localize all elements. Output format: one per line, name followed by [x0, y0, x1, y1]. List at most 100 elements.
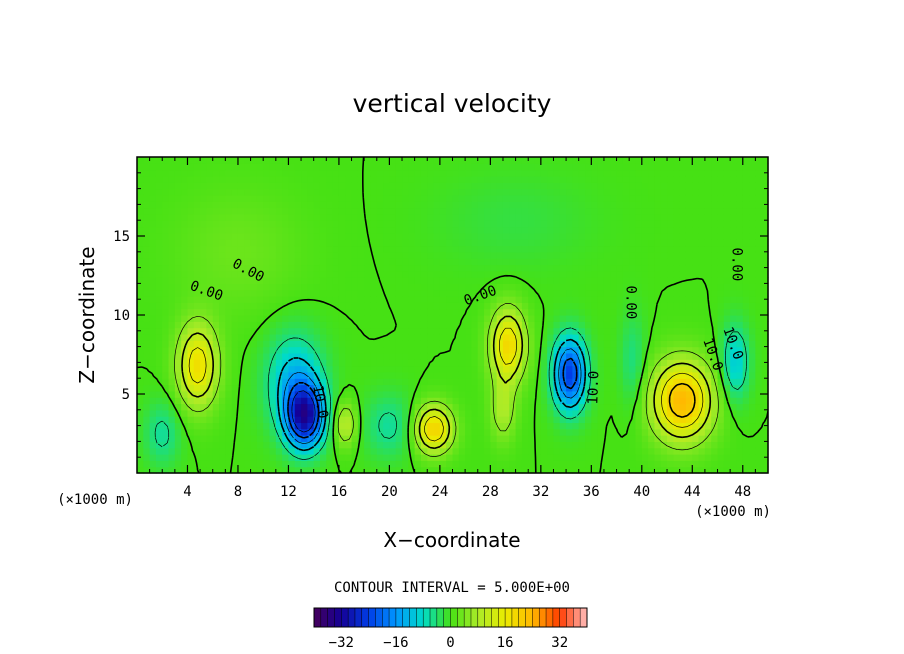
heat-cell [326, 371, 334, 379]
heat-cell [301, 435, 308, 442]
heat-cell [547, 371, 555, 379]
heat-cell [742, 175, 750, 183]
heat-cell [622, 163, 630, 171]
heat-cell [704, 447, 712, 455]
heat-cell [351, 175, 359, 183]
heat-cell [730, 226, 738, 234]
heat-cell [200, 321, 208, 329]
heat-cell [313, 296, 321, 303]
heat-cell [446, 264, 454, 272]
heat-cell [553, 283, 561, 291]
heat-cell [566, 251, 573, 259]
heat-cell [648, 251, 656, 259]
heat-cell [187, 194, 195, 202]
heat-cell [635, 397, 643, 405]
heat-cell [610, 422, 618, 430]
heat-cell [162, 163, 170, 171]
heat-cell [427, 251, 435, 259]
heat-cell [484, 454, 491, 461]
heat-cell [471, 384, 479, 392]
heat-cell [648, 422, 656, 430]
heat-cell [294, 245, 302, 253]
heat-cell [692, 390, 700, 398]
heat-cell [294, 384, 302, 392]
heat-cell [155, 359, 163, 367]
heat-cell [667, 454, 674, 461]
heat-cell [294, 397, 302, 405]
heat-cell [572, 403, 580, 411]
heat-cell [181, 213, 189, 221]
heat-cell [635, 365, 643, 373]
heat-cell [420, 441, 428, 449]
heat-cell [446, 416, 454, 424]
heat-cell [597, 447, 605, 455]
heat-cell [338, 277, 346, 284]
heat-cell [301, 270, 308, 278]
heat-cell [427, 308, 435, 316]
heat-cell [585, 296, 592, 303]
heat-cell [585, 213, 592, 221]
heat-cell [313, 289, 321, 297]
heat-cell [465, 435, 473, 442]
heat-cell [206, 359, 214, 367]
heat-cell [496, 220, 504, 228]
heat-cell [433, 390, 441, 398]
heat-cell [502, 232, 510, 240]
heat-cell [502, 163, 510, 171]
heat-cell [755, 239, 763, 247]
heat-cell [162, 321, 170, 329]
heat-cell [383, 315, 390, 322]
heat-cell [439, 226, 447, 234]
heat-cell [723, 194, 731, 202]
heat-cell [155, 397, 163, 405]
heat-cell [528, 333, 536, 341]
heat-cell [496, 435, 504, 442]
heat-cell [496, 397, 504, 405]
heat-cell [376, 340, 384, 348]
heat-cell [648, 397, 656, 405]
heat-cell [269, 251, 277, 259]
heat-cell [490, 296, 498, 303]
heat-cell [250, 422, 258, 430]
heat-cell [326, 315, 334, 322]
heat-cell [137, 194, 144, 202]
heat-cell [326, 207, 334, 215]
heat-cell [250, 365, 258, 373]
heat-cell [294, 175, 302, 183]
heat-cell [629, 239, 637, 247]
heat-cell [616, 157, 624, 164]
heat-cell [667, 270, 674, 278]
heat-cell [420, 251, 428, 259]
heat-cell [736, 226, 744, 234]
heat-cell [458, 422, 466, 430]
heat-cell [622, 308, 630, 316]
heat-cell [206, 327, 214, 335]
heat-cell [660, 403, 668, 411]
heat-cell [231, 352, 239, 360]
heat-cell [402, 435, 409, 442]
heat-cell [761, 308, 769, 316]
heat-cell [723, 157, 731, 164]
heat-cell [414, 390, 422, 398]
heat-cell [237, 163, 245, 171]
heat-cell [155, 232, 163, 240]
heat-cell [332, 428, 340, 436]
heat-cell [723, 232, 731, 240]
heat-cell [521, 435, 529, 442]
heat-cell [635, 466, 643, 474]
heat-cell [704, 207, 712, 215]
heat-cell [395, 239, 403, 247]
heat-cell [616, 258, 624, 266]
heat-cell [237, 302, 245, 310]
heat-cell [319, 422, 327, 430]
heat-cell [540, 333, 548, 341]
heat-cell [256, 384, 264, 392]
heat-cell [143, 163, 151, 171]
heat-cell [370, 163, 378, 171]
heat-cell [212, 333, 220, 341]
heat-cell [673, 416, 681, 424]
heat-cell [730, 359, 738, 367]
heat-cell [256, 378, 264, 386]
heat-cell [509, 264, 517, 272]
heat-cell [648, 460, 656, 468]
